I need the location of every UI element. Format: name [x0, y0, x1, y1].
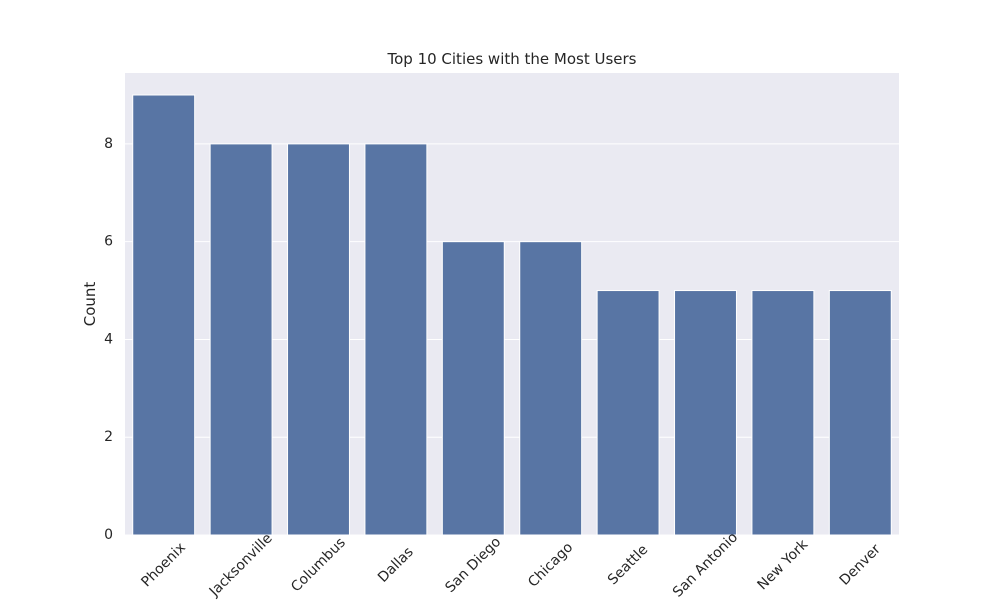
bar: [828, 290, 892, 536]
bar: [209, 143, 273, 536]
bar: [596, 290, 660, 536]
y-tick-label: 0: [104, 527, 113, 543]
x-tick-label: Phoenix: [138, 540, 189, 591]
x-tick-label: New York: [755, 536, 812, 593]
y-tick-label: 4: [104, 331, 113, 347]
x-tick-label: Dallas: [375, 544, 417, 586]
bar: [287, 143, 350, 536]
bar: [364, 143, 428, 536]
x-tick-label: San Diego: [442, 534, 504, 596]
x-tick-label: Denver: [837, 541, 884, 588]
x-tick-label: Jacksonville: [206, 530, 276, 600]
bar: [519, 241, 583, 536]
y-tick-label: 2: [104, 429, 113, 445]
x-tick-label: Chicago: [525, 539, 576, 590]
x-tick-label: Columbus: [288, 535, 349, 596]
bar: [751, 290, 815, 536]
y-tick-label: 6: [104, 234, 113, 250]
y-tick-label: 8: [104, 136, 113, 152]
bar: [132, 94, 196, 536]
chart-title: Top 10 Cities with the Most Users: [386, 50, 636, 68]
bar: [674, 290, 737, 536]
y-axis-label: Count: [81, 282, 99, 327]
x-tick-label: San Antonio: [670, 529, 741, 600]
bar: [441, 241, 505, 536]
x-tick-label: Seattle: [605, 542, 651, 588]
